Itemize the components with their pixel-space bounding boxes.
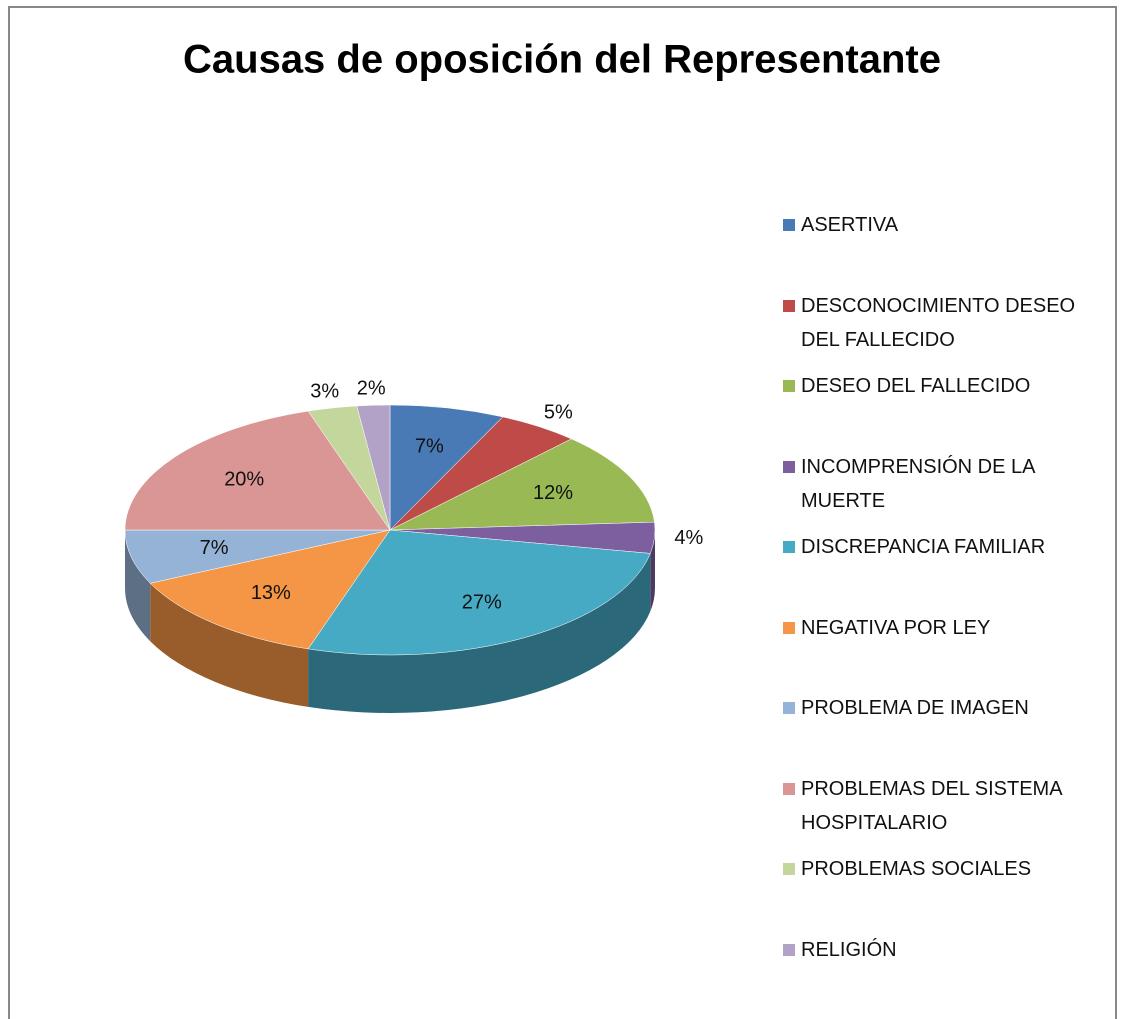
legend-label: PROBLEMA DE IMAGEN xyxy=(801,697,1029,719)
data-label: 4% xyxy=(674,527,703,549)
legend-item: NEGATIVA POR LEY xyxy=(783,611,1113,645)
chart-border xyxy=(8,6,1117,1019)
legend-label: NEGATIVA POR LEY xyxy=(801,616,991,639)
legend-label: ASERTIVA xyxy=(801,214,899,236)
data-label: 2% xyxy=(357,377,386,399)
legend-label: DESEO DEL FALLECIDO xyxy=(801,375,1031,397)
legend-item: ASERTIVA xyxy=(783,208,1113,242)
legend-item: PROBLEMAS DEL SISTEMA HOSPITALARIO xyxy=(783,772,1113,840)
legend-item: DISCREPANCIA FAMILIAR xyxy=(783,530,1113,564)
legend-item: INCOMPRENSIÓN DE LA MUERTE xyxy=(783,450,1113,518)
legend-swatch xyxy=(783,299,795,312)
data-label: 27% xyxy=(462,591,502,613)
data-label: 20% xyxy=(224,468,264,490)
chart-title: Causas de oposición del Representante xyxy=(183,38,941,82)
pie-slice xyxy=(389,404,504,531)
data-label: 7% xyxy=(200,537,229,559)
legend-swatch xyxy=(783,702,795,714)
legend-label: PROBLEMAS SOCIALES xyxy=(801,858,1032,880)
legend-item: DESCONOCIMIENTO DESEO DEL FALLECIDO xyxy=(783,289,1113,357)
legend-swatch xyxy=(783,782,795,795)
legend-swatch xyxy=(783,460,795,473)
pie-slice xyxy=(149,529,391,650)
legend-item: PROBLEMAS SOCIALES xyxy=(783,852,1113,886)
legend-swatch xyxy=(783,621,795,634)
pie-slice xyxy=(389,438,655,531)
legend-label: DISCREPANCIA FAMILIAR xyxy=(801,536,1046,558)
legend-label: PROBLEMAS DEL SISTEMA HOSPITALARIO xyxy=(801,777,1062,834)
legend-swatch xyxy=(783,380,795,392)
legend-swatch xyxy=(783,943,795,956)
pie-slice xyxy=(307,529,651,656)
legend-label: INCOMPRENSIÓN DE LA MUERTE xyxy=(801,455,1035,512)
legend-swatch xyxy=(783,863,795,875)
legend-item: PROBLEMA DE IMAGEN xyxy=(783,691,1113,725)
legend-label: RELIGIÓN xyxy=(801,938,897,961)
data-label: 13% xyxy=(251,582,291,604)
pie-slice-side xyxy=(150,583,309,707)
legend-swatch xyxy=(783,541,795,553)
data-label: 3% xyxy=(310,380,339,402)
pie-slice xyxy=(124,529,391,584)
data-label: 12% xyxy=(533,482,573,504)
legend-swatch xyxy=(783,219,795,231)
pie-slice-side xyxy=(308,553,651,713)
pie-slice xyxy=(124,410,391,531)
pie-slice xyxy=(356,404,391,531)
legend-item: DESEO DEL FALLECIDO xyxy=(783,369,1113,403)
legend-label: DESCONOCIMIENTO DESEO DEL FALLECIDO xyxy=(801,294,1076,351)
data-label: 7% xyxy=(415,435,444,457)
legend-item: RELIGIÓN xyxy=(783,933,1113,967)
data-label: 5% xyxy=(544,401,573,423)
